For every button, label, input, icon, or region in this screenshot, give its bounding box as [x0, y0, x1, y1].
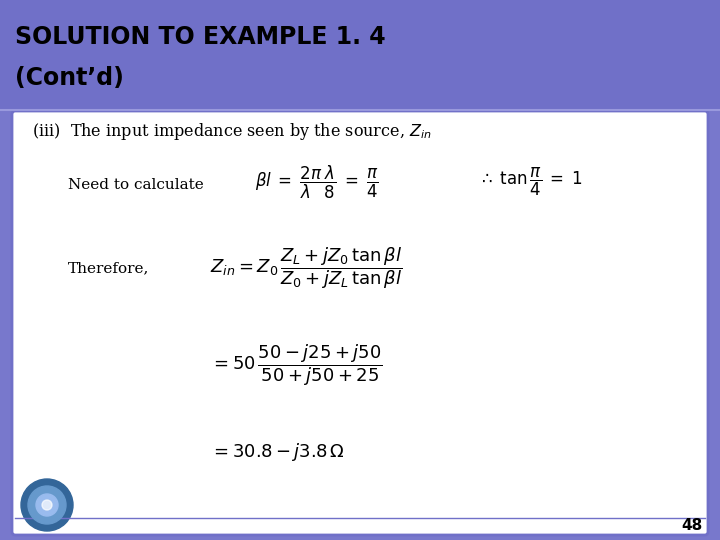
Text: $\therefore\;\tan\dfrac{\pi}{4}\; =\; 1$: $\therefore\;\tan\dfrac{\pi}{4}\; =\; 1$ — [478, 166, 582, 198]
Text: (iii)  The input impedance seen by the source, $Z_{in}$: (iii) The input impedance seen by the so… — [32, 122, 431, 143]
Circle shape — [21, 479, 73, 531]
Text: 48: 48 — [682, 518, 703, 534]
Circle shape — [42, 500, 52, 510]
Text: $Z_{in} = Z_0\,\dfrac{Z_L + jZ_0\,\tan\beta l}{Z_0 + jZ_L\,\tan\beta l}$: $Z_{in} = Z_0\,\dfrac{Z_L + jZ_0\,\tan\b… — [210, 245, 402, 291]
Text: $= 50\,\dfrac{50 - j25 + j50}{50 + j50 + 25}$: $= 50\,\dfrac{50 - j25 + j50}{50 + j50 +… — [210, 342, 383, 388]
Circle shape — [28, 486, 66, 524]
FancyBboxPatch shape — [12, 111, 708, 535]
Text: $\beta l\; =\; \dfrac{2\pi\;\lambda}{\lambda\;\;\;8}\; =\; \dfrac{\pi}{4}$: $\beta l\; =\; \dfrac{2\pi\;\lambda}{\la… — [255, 164, 379, 200]
Text: $= 30.8 - j3.8\,\Omega$: $= 30.8 - j3.8\,\Omega$ — [210, 441, 345, 463]
Circle shape — [36, 494, 58, 516]
Text: Need to calculate: Need to calculate — [68, 178, 204, 192]
FancyBboxPatch shape — [0, 0, 720, 110]
Text: Therefore,: Therefore, — [68, 261, 149, 275]
Text: (Cont’d): (Cont’d) — [15, 66, 124, 90]
Text: SOLUTION TO EXAMPLE 1. 4: SOLUTION TO EXAMPLE 1. 4 — [15, 25, 386, 49]
